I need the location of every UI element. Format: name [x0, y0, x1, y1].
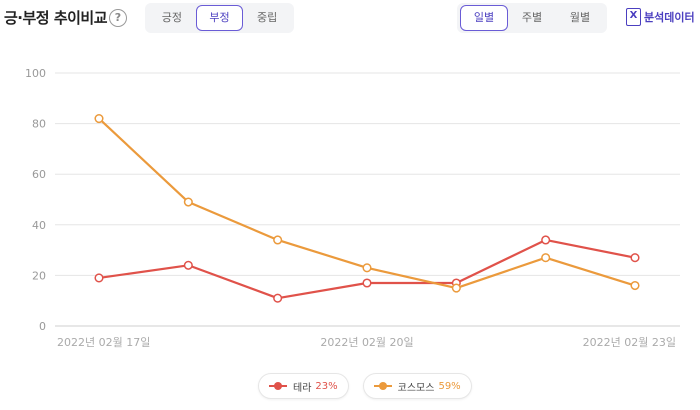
legend-share: 59%: [438, 380, 461, 392]
legend-marker-icon: [269, 382, 287, 390]
data-point: [362, 278, 372, 288]
tab-neutral[interactable]: 중립: [257, 11, 278, 24]
legend-item-cosmos[interactable]: 코스모스 59%: [362, 373, 472, 399]
period-tab-group: 일별 주별 월별: [457, 3, 607, 33]
legend-item-tera[interactable]: 테라 23%: [258, 373, 349, 399]
export-data-button[interactable]: X 분석데이터: [626, 8, 695, 26]
x-tick-label: 2022년 02월 17일: [57, 335, 150, 349]
legend-share: 23%: [315, 380, 338, 392]
data-point: [541, 253, 551, 263]
data-point: [94, 113, 104, 124]
legend-label: 테라: [293, 382, 312, 394]
x-tick-label: 2022년 02월 23일: [583, 335, 676, 349]
tab-weekly[interactable]: 주별: [521, 11, 543, 24]
tab-positive[interactable]: 긍정: [161, 11, 182, 24]
export-label: 분석데이터: [644, 11, 695, 24]
sentiment-tab-group: 긍정 부정 중립: [145, 3, 294, 33]
excel-icon: X: [626, 8, 641, 26]
trend-line-chart: 0 20 40 60 80 100 2022년 02월 17일 2022년 02월 20일 20…: [25, 67, 680, 349]
x-tick-label: 2022년 02월 20일: [320, 335, 413, 349]
tab-negative[interactable]: 부정: [195, 5, 244, 31]
data-point: [630, 280, 640, 291]
data-point: [451, 283, 461, 293]
page-title: 긍·부정 추이비교: [4, 9, 108, 27]
y-tick-label: 100: [25, 67, 46, 80]
y-tick-label: 0: [39, 320, 46, 333]
data-point: [273, 293, 283, 303]
y-tick-label: 80: [32, 118, 46, 131]
data-point: [630, 253, 640, 263]
y-tick-label: 40: [32, 219, 46, 232]
legend-marker-icon: [373, 382, 392, 390]
data-point: [362, 263, 372, 273]
data-point: [94, 273, 104, 283]
chart-legend: 테라 23% 코스모스 59%: [258, 373, 472, 399]
legend-label: 코스모스: [397, 382, 435, 394]
help-icon[interactable]: ?: [109, 9, 127, 27]
tab-monthly[interactable]: 월별: [569, 11, 591, 24]
y-tick-label: 60: [32, 168, 46, 181]
data-point: [541, 235, 551, 245]
y-tick-label: 20: [32, 269, 46, 282]
data-point: [183, 260, 193, 270]
tab-daily[interactable]: 일별: [460, 5, 508, 31]
data-point: [273, 235, 283, 245]
data-point: [183, 197, 193, 207]
series-line-cosmos: [98, 117, 636, 290]
